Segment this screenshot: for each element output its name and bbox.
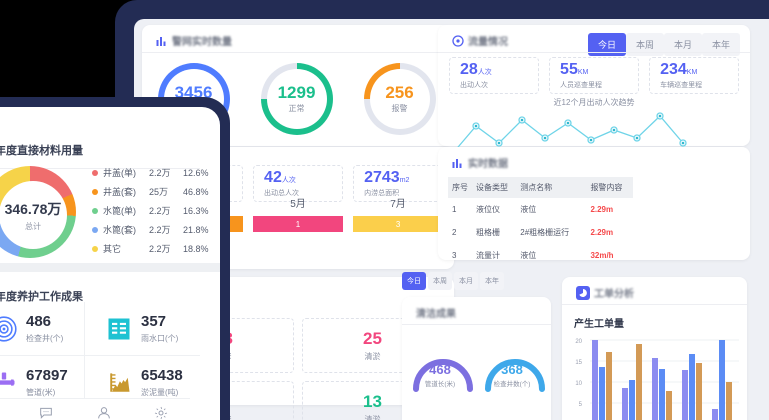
svg-text:10: 10 (575, 381, 582, 387)
svg-text:15: 15 (575, 360, 582, 366)
svg-text:20: 20 (575, 339, 582, 345)
svg-text:5: 5 (579, 402, 583, 408)
